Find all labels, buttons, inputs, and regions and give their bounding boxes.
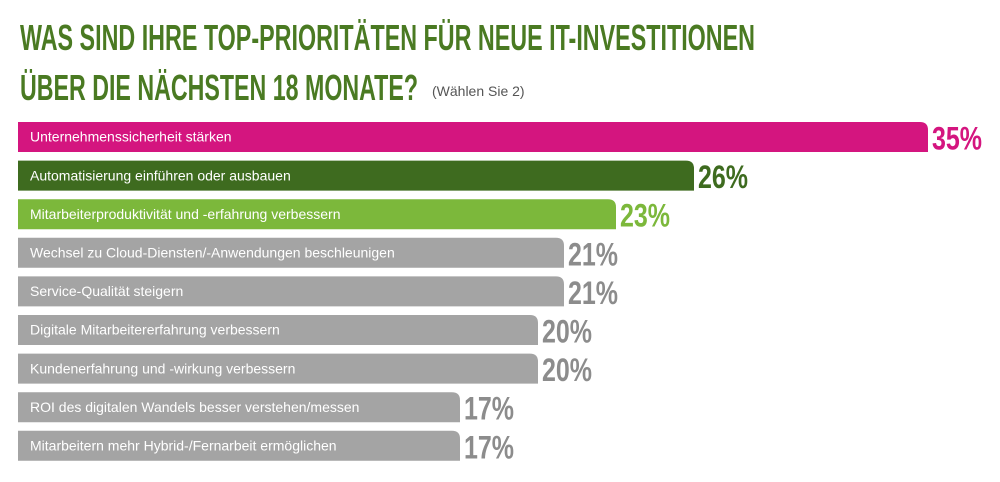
bar-label: Mitarbeitern mehr Hybrid-/Fernarbeit erm… [30,438,337,454]
bar-label: Digitale Mitarbeitererfahrung verbessern [30,322,280,338]
bar-label: Mitarbeiterproduktivität und -erfahrung … [30,206,341,222]
bar [18,160,694,191]
value-label: 26% [698,159,748,195]
bar [18,430,460,461]
bar [18,276,564,307]
value-label: 17% [464,391,514,427]
bar-label: Wechsel zu Cloud-Diensten/-Anwendungen b… [30,245,395,261]
bar [18,353,538,384]
bar [18,392,460,423]
bar-label: ROI des digitalen Wandels besser versteh… [30,399,359,415]
value-label: 23% [620,198,670,234]
chart-title: ÜBER DIE NÄCHSTEN 18 MONATE? [20,67,418,108]
chart-subtitle: (Wählen Sie 2) [432,83,525,99]
bar [18,315,538,345]
value-label: 20% [542,352,592,388]
value-label: 20% [542,313,592,349]
bar-label: Unternehmenssicherheit stärken [30,129,232,145]
bar [18,122,928,152]
value-label: 35% [932,120,982,156]
bar [18,237,564,268]
bar-label: Automatisierung einführen oder ausbauen [30,167,291,183]
value-label: 21% [568,275,618,311]
bar [18,199,616,230]
value-label: 17% [464,429,514,465]
bar-label: Kundenerfahrung und -wirkung verbessern [30,360,295,376]
bar-label: Service-Qualität steigern [30,283,183,299]
value-label: 21% [568,236,618,272]
chart-title: WAS SIND IHRE TOP-PRIORITÄTEN FÜR NEUE I… [20,17,755,58]
